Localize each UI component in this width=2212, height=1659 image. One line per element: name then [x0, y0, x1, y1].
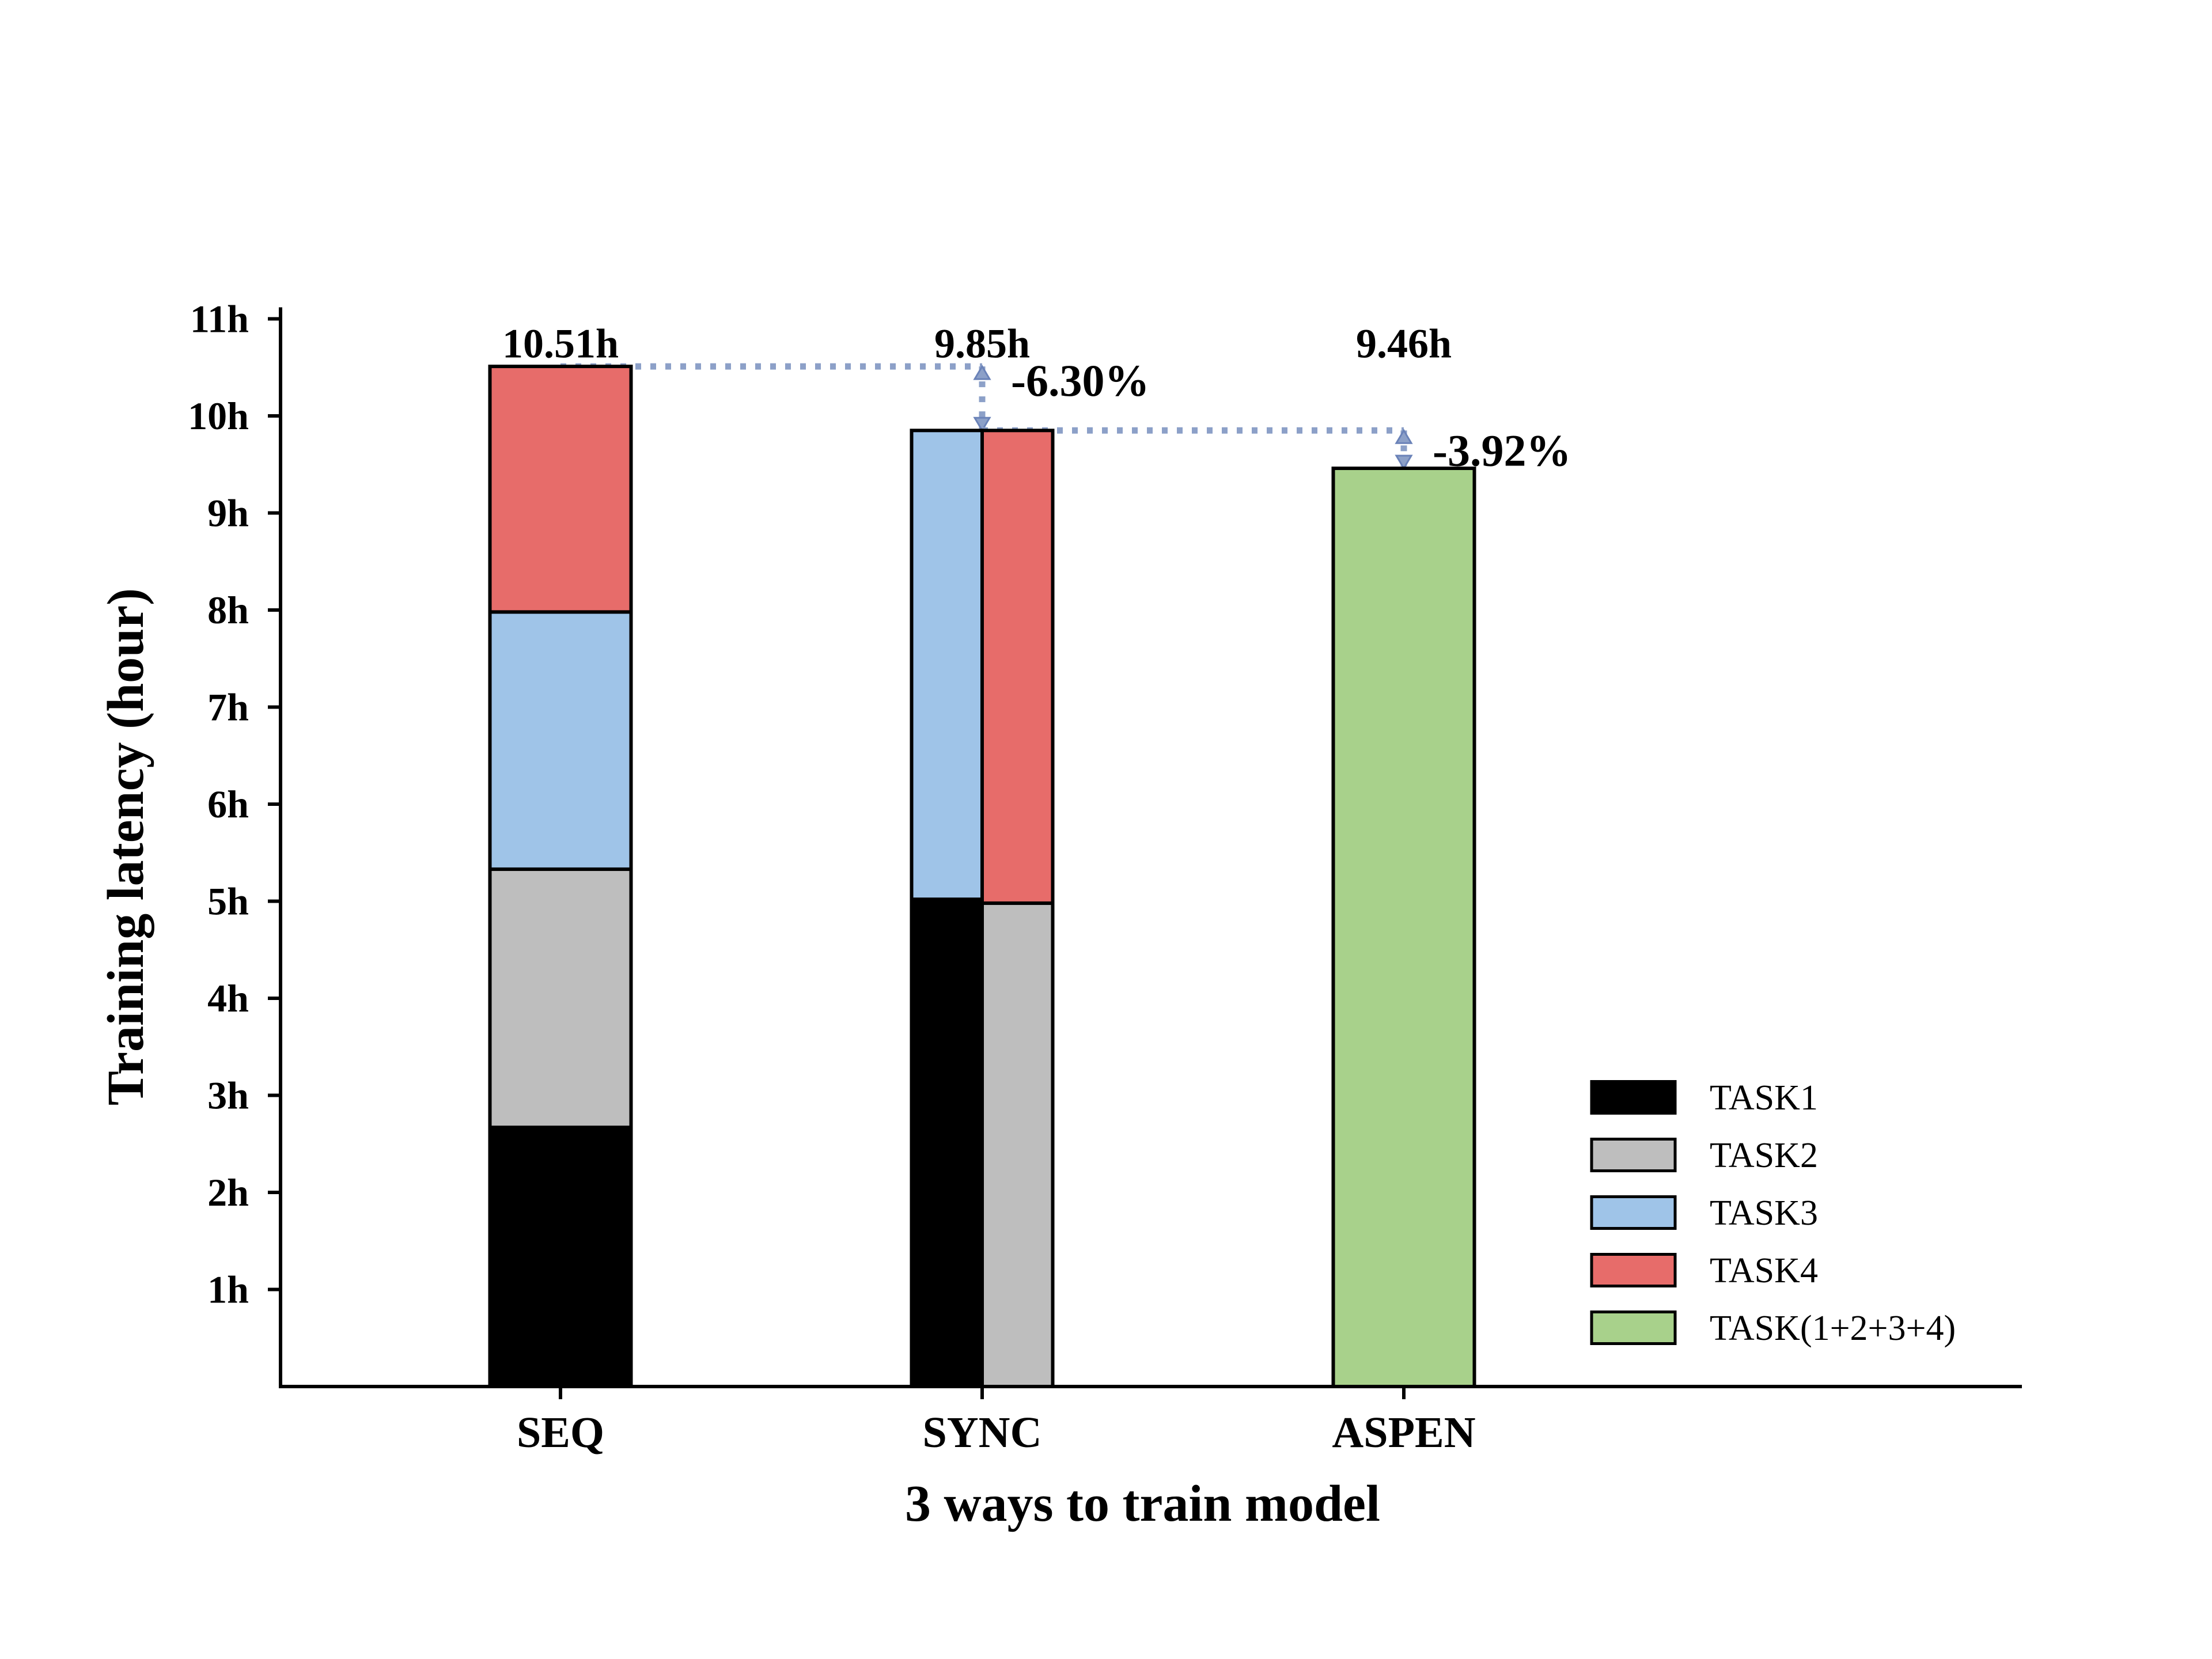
x-tick-label: SYNC — [923, 1408, 1042, 1457]
legend-label: TASK2 — [1710, 1136, 1818, 1175]
x-tick-label: SEQ — [517, 1408, 604, 1457]
y-tick-label: 5h — [207, 880, 249, 923]
data-labels: 10.51h 9.85h-6.30% 9.46h -3.92% — [502, 321, 1571, 476]
bar-segment-task2 — [488, 867, 633, 1130]
y-ticks: 1h 2h 3h 4h 5h 6h 7h 8h 9h 10h 11h — [188, 297, 281, 1312]
legend-swatch-task2 — [1590, 1138, 1677, 1172]
legend-swatch-task3 — [1590, 1195, 1677, 1230]
x-tick-label: ASPEN — [1332, 1408, 1475, 1457]
arrow-up-icon — [973, 365, 991, 380]
total-label: 9.46h — [1356, 321, 1452, 367]
bar-segment-task3 — [910, 429, 984, 902]
y-tick-label: 11h — [190, 297, 249, 341]
legend-swatch-task-1-2-3-4 — [1590, 1310, 1677, 1345]
total-label: 10.51h — [502, 321, 619, 367]
y-tick-label: 3h — [207, 1074, 249, 1118]
bar-segment-task4 — [488, 365, 633, 614]
bar-segment-task-1-2-3-4 — [1331, 466, 1476, 1388]
y-tick-label: 4h — [207, 976, 249, 1020]
change-label: -3.92% — [1433, 425, 1571, 475]
bar-segment-task2 — [980, 901, 1055, 1388]
arrow-up-icon — [1395, 429, 1413, 444]
legend-label: TASK3 — [1710, 1194, 1818, 1233]
bars — [488, 365, 1476, 1388]
bar-segment-task1 — [488, 1126, 633, 1388]
legend-swatch-task4 — [1590, 1253, 1677, 1287]
bar-segment-task3 — [488, 610, 633, 871]
y-axis-title: Training latency (hour) — [97, 588, 154, 1105]
y-tick-label: 8h — [207, 588, 249, 632]
y-tick-label: 2h — [207, 1171, 249, 1214]
legend-label: TASK(1+2+3+4) — [1710, 1309, 1956, 1348]
axes — [279, 307, 2022, 1388]
legend: TASK1 TASK2 TASK3 TASK4 TASK(1+2+3+4) — [1590, 1078, 1956, 1348]
y-tick-label: 10h — [188, 394, 249, 438]
arrow-down-icon — [1395, 454, 1413, 470]
arrow-down-icon — [973, 416, 991, 433]
y-tick-label: 7h — [207, 685, 249, 729]
y-tick-label: 9h — [207, 491, 249, 535]
x-ticks: SEQ SYNC ASPEN — [517, 1387, 1476, 1457]
bar-segment-task4 — [980, 429, 1055, 905]
total-label: 9.85h — [934, 321, 1030, 367]
bar-segment-task1 — [910, 897, 984, 1388]
legend-swatch-task1 — [1590, 1080, 1677, 1115]
legend-label: TASK1 — [1710, 1078, 1818, 1118]
change-label: -6.30% — [1011, 355, 1149, 406]
legend-label: TASK4 — [1710, 1251, 1818, 1290]
y-tick-label: 6h — [207, 782, 249, 826]
reference-lines — [560, 363, 1413, 470]
y-tick-label: 1h — [207, 1268, 249, 1312]
x-axis-title: 3 ways to train model — [905, 1475, 1380, 1532]
